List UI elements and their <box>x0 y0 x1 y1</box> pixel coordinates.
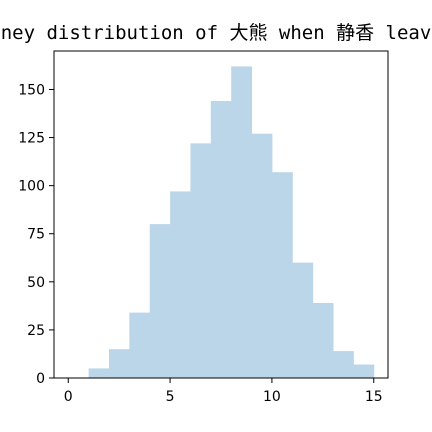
plot-area-frame <box>53 50 389 379</box>
histogram-bar <box>231 66 253 378</box>
histogram-bar <box>251 133 273 378</box>
histogram-bar <box>108 349 130 378</box>
histogram-bar <box>333 351 354 378</box>
y-tick-label: 50 <box>27 275 45 291</box>
x-tick-label: 10 <box>263 389 281 405</box>
y-tick-label: 100 <box>18 179 45 195</box>
histogram-bar <box>292 262 314 378</box>
histogram-bar <box>312 302 334 378</box>
histogram-bar <box>271 172 293 378</box>
bars-group <box>88 66 375 378</box>
histogram-bar <box>88 368 110 378</box>
x-tick-label: 5 <box>166 389 175 405</box>
histogram-bar <box>170 191 191 378</box>
chart-title: Money distribution of 大熊 when 静香 leaves <box>0 22 432 44</box>
x-tick-label: 15 <box>365 389 383 405</box>
y-axis: 0 25 50 75 100 125 150 <box>18 82 54 387</box>
histogram-bar <box>353 364 375 378</box>
histogram-bar <box>129 312 151 378</box>
x-axis: 0 5 10 15 <box>64 378 383 405</box>
y-tick-label: 125 <box>18 131 45 147</box>
y-tick-label: 75 <box>27 227 45 243</box>
histogram-bar <box>190 143 212 378</box>
y-tick-label: 25 <box>27 323 45 339</box>
histogram-bar <box>210 101 232 378</box>
y-tick-label: 0 <box>36 371 45 387</box>
x-tick-label: 0 <box>64 389 73 405</box>
histogram-bar <box>149 224 171 378</box>
y-tick-label: 150 <box>18 82 45 98</box>
